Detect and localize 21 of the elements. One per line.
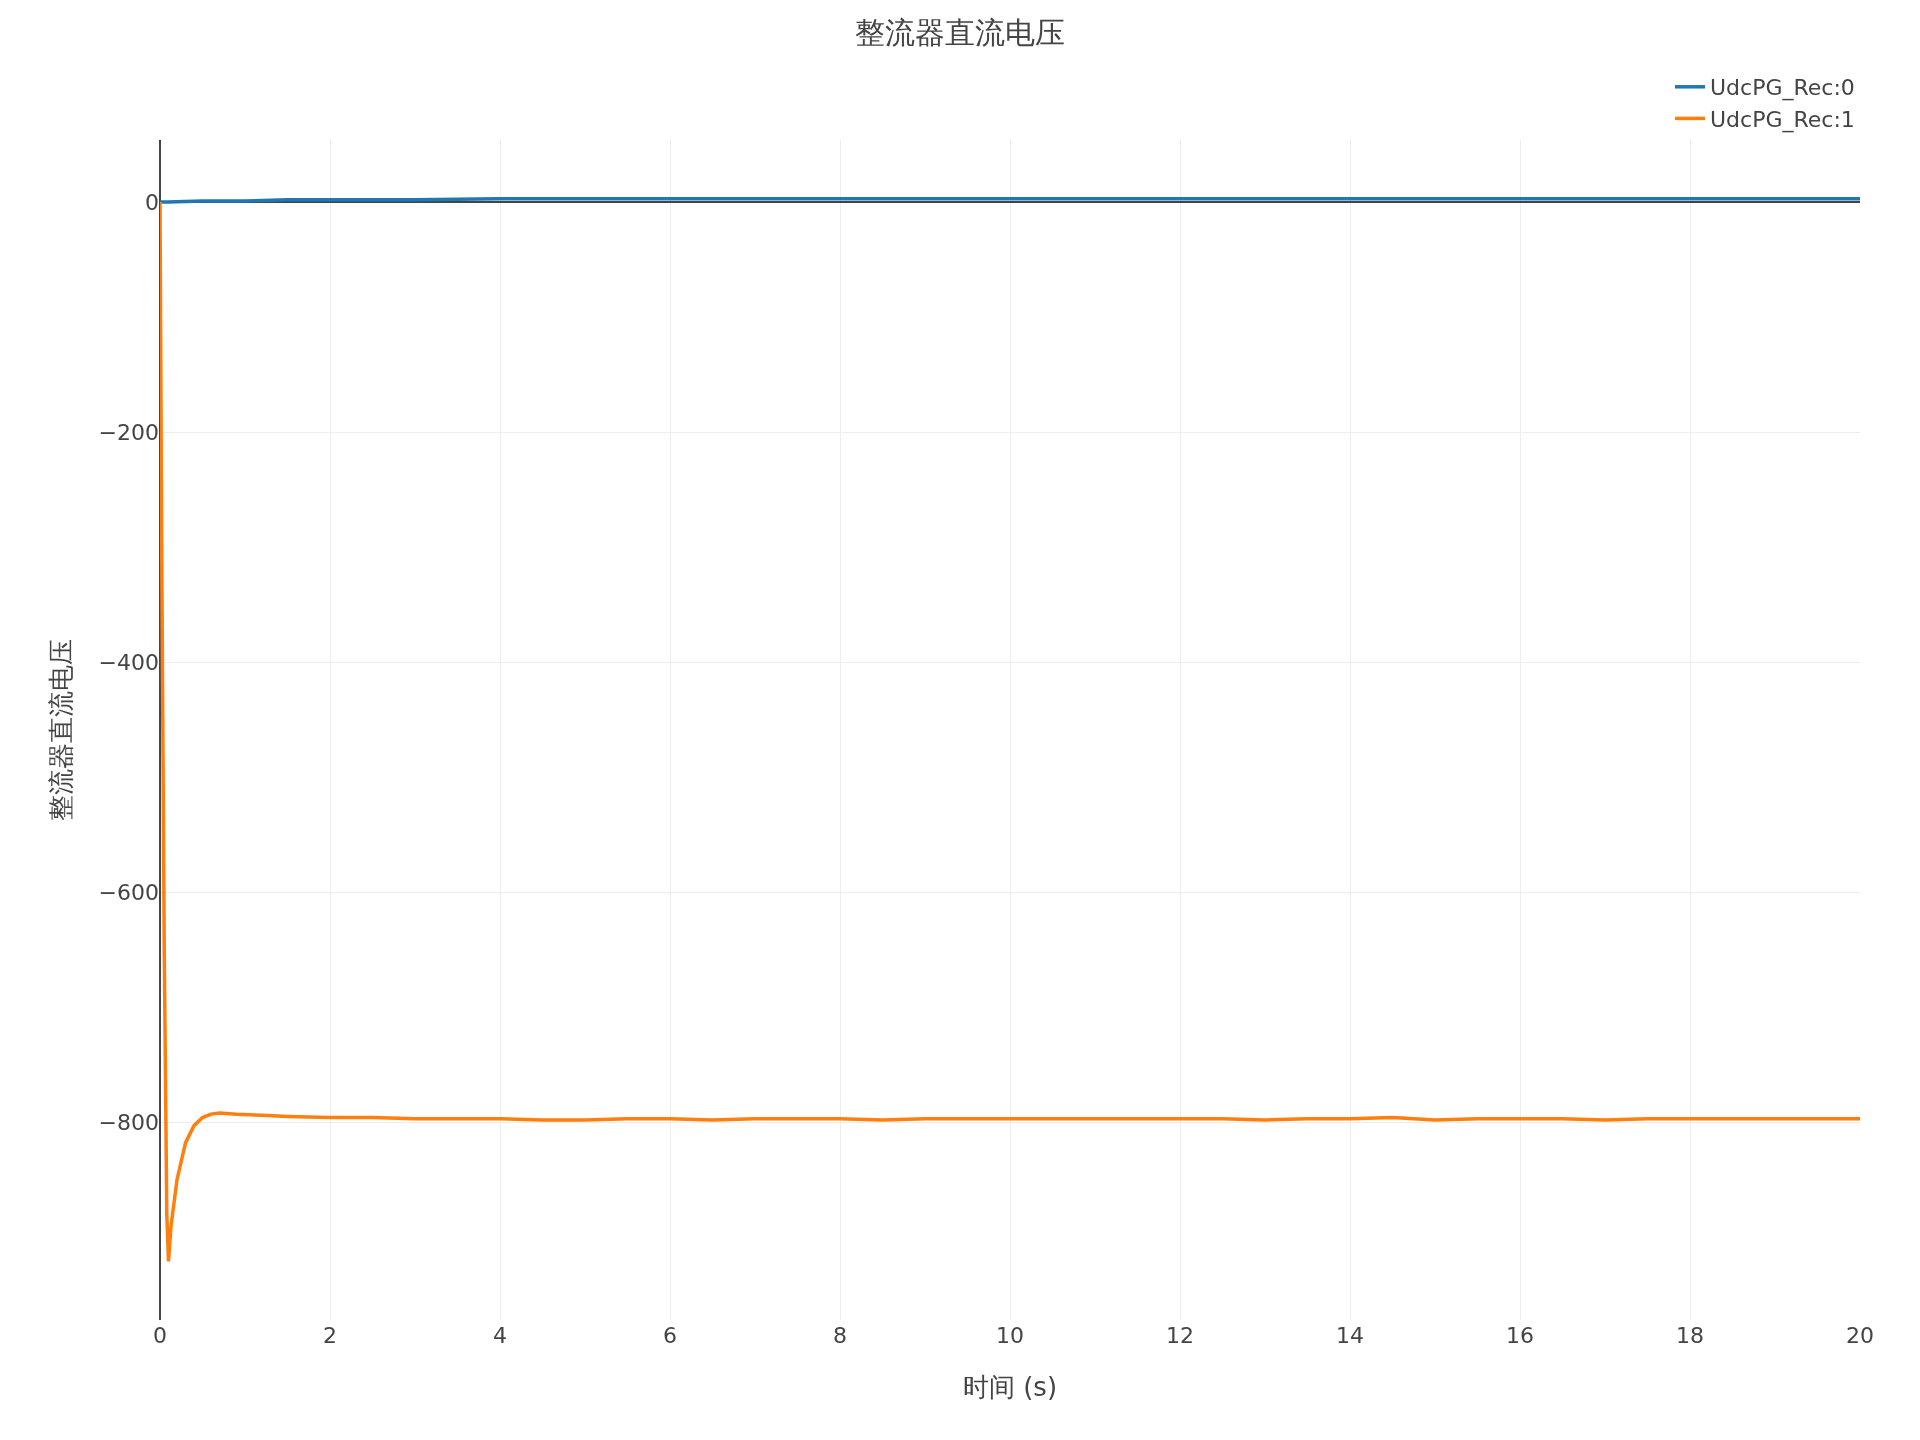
chart-title: 整流器直流电压	[855, 14, 1065, 50]
x-tick-label: 6	[663, 1323, 677, 1348]
x-tick-label: 8	[833, 1323, 847, 1348]
y-axis-title: 整流器直流电压	[45, 639, 76, 821]
x-tick-label: 14	[1336, 1323, 1364, 1348]
x-axis-title: 时间 (s)	[962, 1371, 1058, 1402]
legend-label: UdcPG_Rec:1	[1710, 106, 1855, 133]
x-tick-label: 16	[1506, 1323, 1534, 1348]
x-tick-label: 20	[1846, 1323, 1874, 1348]
y-tick-label: 0	[145, 189, 159, 215]
legend-label: UdcPG_Rec:0	[1710, 75, 1855, 102]
x-tick-label: 2	[323, 1323, 337, 1348]
x-tick-label: 10	[996, 1323, 1024, 1348]
y-tick-label: −200	[98, 419, 159, 445]
x-tick-label: 12	[1166, 1323, 1194, 1348]
line-series	[160, 200, 1860, 1264]
x-tick-label: 4	[493, 1323, 507, 1348]
y-tick-label: −400	[98, 649, 159, 675]
y-tick-label: −800	[98, 1109, 159, 1135]
x-tick-label: 18	[1676, 1323, 1704, 1348]
y-tick-label: −600	[98, 879, 159, 905]
